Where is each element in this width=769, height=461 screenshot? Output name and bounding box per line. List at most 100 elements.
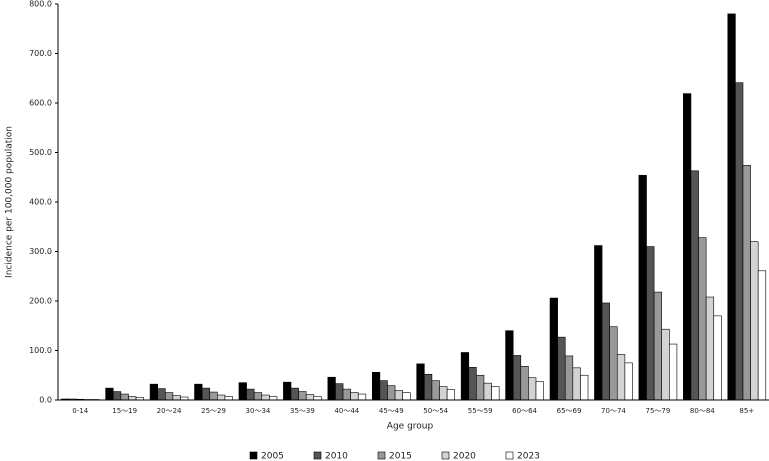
bar bbox=[520, 366, 529, 401]
bar bbox=[305, 394, 315, 401]
bar bbox=[669, 343, 678, 401]
x-tick-label: 25～29 bbox=[201, 407, 226, 415]
bar bbox=[535, 381, 544, 401]
legend-swatch bbox=[313, 451, 322, 460]
bar bbox=[105, 387, 114, 401]
legend-swatch bbox=[249, 451, 258, 460]
y-tick-label: 500.0 bbox=[29, 148, 52, 157]
y-tick-label: 100.0 bbox=[29, 346, 52, 355]
bar bbox=[424, 373, 433, 401]
bar bbox=[357, 393, 367, 401]
bar bbox=[468, 367, 477, 401]
bar bbox=[505, 330, 514, 401]
bar bbox=[246, 388, 255, 401]
bar bbox=[446, 389, 456, 401]
bar bbox=[201, 387, 211, 401]
legend-swatch bbox=[441, 451, 450, 460]
y-tick-label: 200.0 bbox=[29, 297, 52, 306]
legend-swatch bbox=[505, 451, 514, 460]
x-tick-label: 75～79 bbox=[645, 407, 670, 415]
bar bbox=[224, 396, 233, 401]
bar bbox=[601, 302, 610, 401]
legend-label: 2023 bbox=[517, 452, 540, 461]
bar bbox=[164, 392, 174, 401]
bar bbox=[327, 376, 336, 401]
bar bbox=[624, 362, 633, 401]
x-tick-label: 40～44 bbox=[334, 407, 359, 415]
y-tick-label: 600.0 bbox=[29, 99, 52, 108]
bar bbox=[283, 381, 292, 401]
y-axis-title: Incidence per 100,000 population bbox=[5, 126, 15, 278]
bar bbox=[149, 383, 158, 401]
bar bbox=[371, 371, 381, 401]
bar bbox=[460, 352, 470, 401]
bar bbox=[387, 385, 396, 401]
x-tick-label: 45～49 bbox=[379, 407, 404, 415]
x-tick-label: 85+ bbox=[739, 407, 754, 415]
x-tick-label: 65～69 bbox=[557, 407, 582, 415]
bar bbox=[580, 374, 589, 401]
bar bbox=[572, 367, 581, 401]
bar bbox=[750, 241, 759, 401]
bar bbox=[638, 174, 647, 401]
bar bbox=[290, 387, 299, 401]
bar bbox=[683, 93, 692, 401]
bar bbox=[128, 396, 137, 401]
bar bbox=[209, 391, 218, 401]
y-tick-label: 400.0 bbox=[29, 198, 52, 207]
x-tick-label: 55～59 bbox=[468, 407, 493, 415]
bar bbox=[690, 170, 699, 401]
bar bbox=[727, 13, 736, 401]
bar bbox=[157, 388, 166, 401]
x-tick-label: 60～64 bbox=[512, 407, 537, 415]
bar bbox=[557, 336, 566, 401]
x-axis-title: Age group bbox=[387, 422, 434, 432]
y-tick-label: 700.0 bbox=[29, 49, 52, 58]
legend-swatch bbox=[377, 451, 386, 460]
bar bbox=[713, 315, 722, 401]
bar bbox=[661, 328, 670, 401]
bar bbox=[512, 355, 522, 401]
bar bbox=[402, 392, 411, 401]
x-tick-label: 20～24 bbox=[157, 407, 182, 415]
bar bbox=[313, 396, 322, 401]
bar bbox=[735, 82, 744, 401]
bar bbox=[342, 388, 351, 401]
bar bbox=[335, 383, 344, 401]
x-tick-label: 30～34 bbox=[246, 407, 271, 415]
bar bbox=[172, 395, 181, 401]
bar bbox=[238, 382, 247, 401]
bar bbox=[528, 377, 537, 401]
bar bbox=[439, 386, 448, 401]
y-tick-label: 0.0 bbox=[39, 396, 52, 405]
y-tick-label: 800.0 bbox=[29, 0, 52, 9]
bar bbox=[705, 296, 715, 401]
bar bbox=[194, 383, 203, 401]
bar bbox=[269, 396, 278, 401]
bar bbox=[394, 390, 403, 401]
bar bbox=[483, 382, 492, 401]
bar bbox=[431, 380, 440, 401]
bar bbox=[350, 392, 359, 401]
bar bbox=[476, 374, 485, 401]
bar bbox=[120, 393, 129, 401]
bar bbox=[261, 394, 270, 401]
bar bbox=[253, 392, 263, 401]
x-tick-label: 80～84 bbox=[690, 407, 715, 415]
bar bbox=[112, 391, 122, 401]
bar bbox=[379, 380, 388, 401]
bar bbox=[217, 394, 226, 401]
bar bbox=[609, 326, 618, 401]
legend-label: 2010 bbox=[325, 452, 348, 461]
legend-label: 2015 bbox=[389, 452, 412, 461]
bar bbox=[416, 363, 425, 401]
x-tick-label: 35～39 bbox=[290, 407, 315, 415]
x-tick-label: 70～74 bbox=[601, 407, 626, 415]
bar bbox=[549, 297, 558, 401]
bar bbox=[594, 245, 603, 401]
legend-label: 2020 bbox=[453, 452, 476, 461]
legend-label: 2005 bbox=[261, 452, 284, 461]
x-tick-label: 50～54 bbox=[423, 407, 448, 415]
x-tick-label: 0-14 bbox=[72, 407, 88, 415]
